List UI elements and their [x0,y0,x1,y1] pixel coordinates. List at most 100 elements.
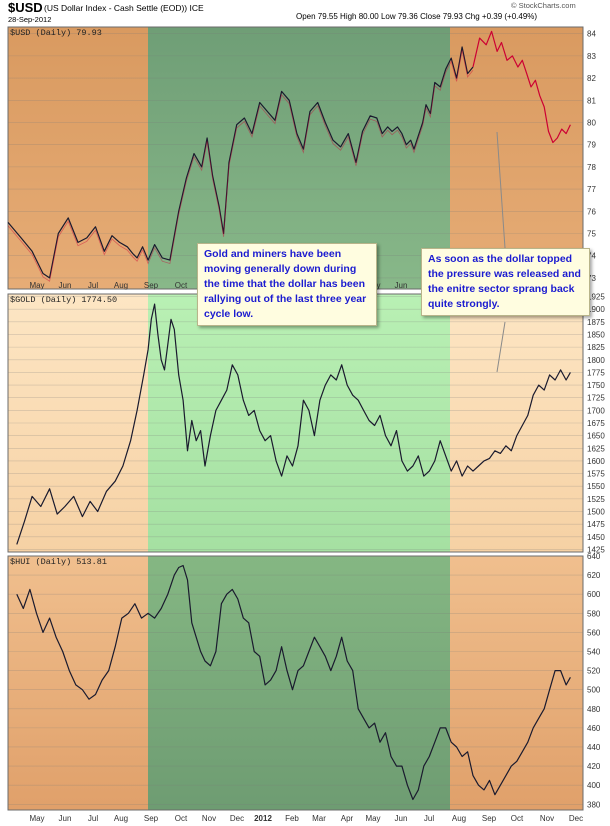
x-label-bottom: Feb [285,814,299,823]
tick-label-usd: 75 [587,229,596,238]
series-line-usd [472,30,571,144]
annotation-gold-miners: Gold and miners have been moving general… [197,243,377,326]
panel-label-hui: $HUI (Daily) 513.81 [10,557,107,567]
series-line-gold [16,303,571,545]
x-label-bottom: Sep [144,814,159,823]
tick-label-usd: 76 [587,207,596,216]
tick-label-usd: 79 [587,141,596,150]
tick-label-usd: 81 [587,96,596,105]
tick-label-gold: 1750 [587,381,605,390]
tick-label-gold: 1800 [587,356,605,365]
x-label-bottom: Dec [569,814,583,823]
x-label-top: Jun [395,281,408,290]
tick-label-gold: 1600 [587,457,605,466]
x-label-bottom: Mar [312,814,326,823]
x-label-bottom: Nov [540,814,554,823]
tick-label-gold: 1675 [587,419,605,428]
x-label-top: Aug [114,281,128,290]
tick-label-gold: 1700 [587,406,605,415]
callout-pointer-right-top [496,131,506,249]
x-label-bottom: Aug [114,814,128,823]
annotation-dollar-top: As soon as the dollar topped the pressur… [421,248,590,316]
zone-green-hui [148,556,450,810]
tick-label-gold: 1575 [587,470,605,479]
price-lines [7,30,571,801]
x-label-bottom: Jun [59,814,72,823]
x-label-bottom: Dec [230,814,244,823]
tick-label-usd: 82 [587,74,596,83]
tick-label-gold: 1900 [587,305,605,314]
x-label-top: May [29,281,44,290]
tick-label-usd: 83 [587,52,596,61]
x-label-bottom: Oct [175,814,188,823]
x-label-bottom: Aug [452,814,466,823]
tick-label-hui: 620 [587,571,601,580]
tick-label-usd: 78 [587,163,596,172]
x-label-top: Oct [175,281,188,290]
series-line-hui [16,564,571,801]
tick-label-usd: 74 [587,252,596,261]
panel-border-hui [7,555,584,811]
panel-label-usd: $USD (Daily) 79.93 [10,28,102,38]
tick-label-gold: 1525 [587,495,605,504]
tick-label-gold: 1825 [587,343,605,352]
x-label-bottom: 2012 [254,814,272,823]
tick-label-hui: 440 [587,743,601,752]
tick-label-hui: 540 [587,647,601,656]
tick-label-usd: 73 [587,274,596,283]
series-line-usd-down [7,50,474,282]
x-label-bottom: Oct [511,814,524,823]
tick-label-hui: 400 [587,781,601,790]
tick-label-gold: 1625 [587,444,605,453]
tick-label-hui: 500 [587,686,601,695]
panel-backgrounds [7,26,584,811]
watermark: © StockCharts.com [511,1,576,10]
series-line-usd [7,46,474,279]
chart-description: (US Dollar Index - Cash Settle (EOD)) IC… [44,3,204,13]
tick-label-gold: 1450 [587,533,605,542]
x-label-bottom: May [29,814,44,823]
tick-label-gold: 1775 [587,368,605,377]
x-label-bottom: Apr [341,814,354,823]
x-label-bottom: May [365,814,380,823]
zone-left-gold [8,294,148,552]
tick-label-gold: 1925 [587,293,605,302]
zone-right-usd [450,27,583,289]
tick-label-hui: 600 [587,590,601,599]
tick-label-gold: 1550 [587,482,605,491]
tick-label-hui: 640 [587,552,601,561]
zone-right-gold [450,294,583,552]
x-label-top: Sep [144,281,159,290]
tick-label-hui: 520 [587,667,601,676]
tick-label-usd: 77 [587,185,596,194]
x-label-bottom: Nov [202,814,216,823]
panel-label-gold: $GOLD (Daily) 1774.50 [10,295,117,305]
tick-label-gold: 1475 [587,520,605,529]
zone-green-gold [148,294,450,552]
tick-label-gold: 1650 [587,432,605,441]
tick-label-usd: 84 [587,30,596,39]
gridlines [8,33,583,805]
tick-label-hui: 420 [587,762,601,771]
tick-label-hui: 480 [587,705,601,714]
tick-label-gold: 1425 [587,545,605,554]
x-label-bottom: Jul [88,814,98,823]
tick-label-hui: 380 [587,800,601,809]
quote-bar: Open 79.55 High 80.00 Low 79.36 Close 79… [296,12,538,21]
callout-pointer-right-bottom [496,321,506,373]
tick-label-gold: 1875 [587,318,605,327]
x-label-bottom: Jul [424,814,434,823]
x-label-top: Jul [88,281,98,290]
zone-left-hui [8,556,148,810]
tick-label-hui: 560 [587,628,601,637]
chart-date: 28-Sep-2012 [8,15,52,24]
tick-label-gold: 1725 [587,394,605,403]
tick-label-usd: 80 [587,118,596,127]
tick-label-hui: 460 [587,724,601,733]
x-label-top: Jun [59,281,72,290]
tick-label-hui: 580 [587,609,601,618]
tick-label-gold: 1500 [587,508,605,517]
x-label-bottom: Jun [395,814,408,823]
zone-right-hui [450,556,583,810]
x-label-bottom: Sep [482,814,497,823]
